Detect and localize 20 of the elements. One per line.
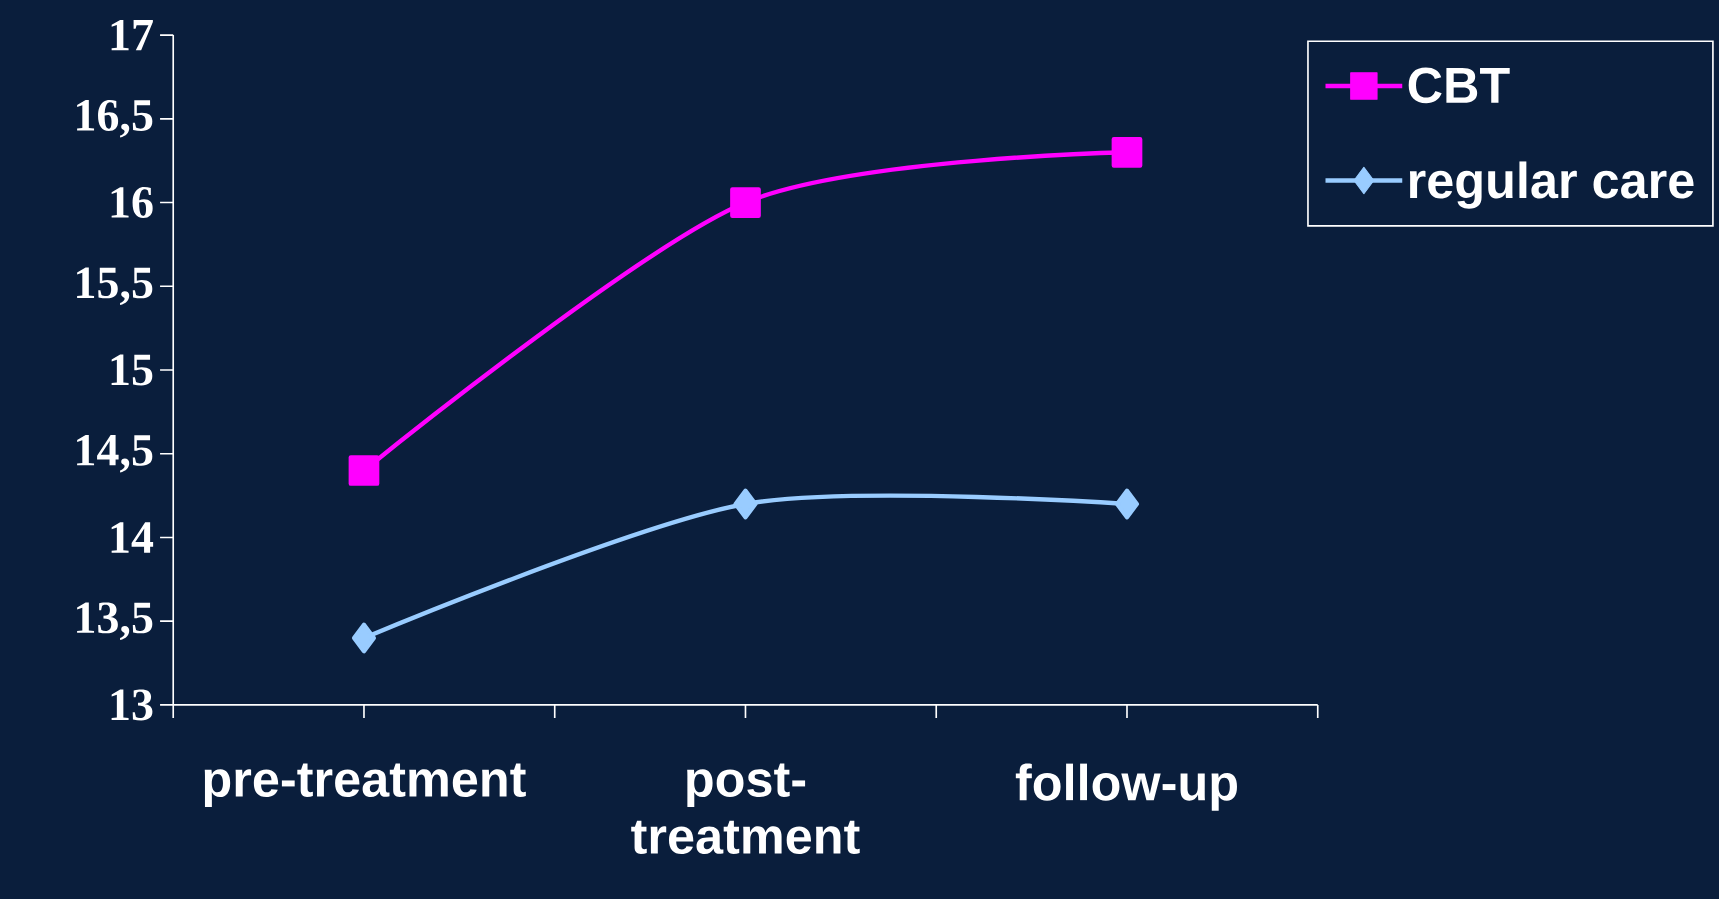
- legend-label: CBT: [1408, 67, 1510, 104]
- y-tick-label: 15,5: [77, 267, 153, 306]
- y-tick-label: 13: [111, 689, 153, 721]
- y-tick-label: 16,5: [77, 100, 153, 138]
- point: [1114, 488, 1140, 520]
- x-tick-label: post-treatment: [631, 763, 860, 855]
- legend-label: regular care: [1409, 161, 1694, 209]
- point: [351, 622, 377, 654]
- x-tick-label: pre-treatment: [204, 763, 526, 807]
- y-tick-label: 14: [111, 522, 154, 553]
- point: [733, 488, 758, 520]
- y-tick-label: 13,5: [77, 602, 153, 641]
- point: [348, 455, 380, 486]
- y-tick-label: 14,5: [77, 434, 153, 473]
- y-tick-label: 17: [111, 19, 153, 51]
- point: [1111, 136, 1143, 168]
- x-tick-label: follow-up: [1015, 763, 1237, 811]
- point: [730, 187, 761, 218]
- y-tick-label: 15: [111, 354, 153, 386]
- y-tick-label: 16: [111, 187, 153, 219]
